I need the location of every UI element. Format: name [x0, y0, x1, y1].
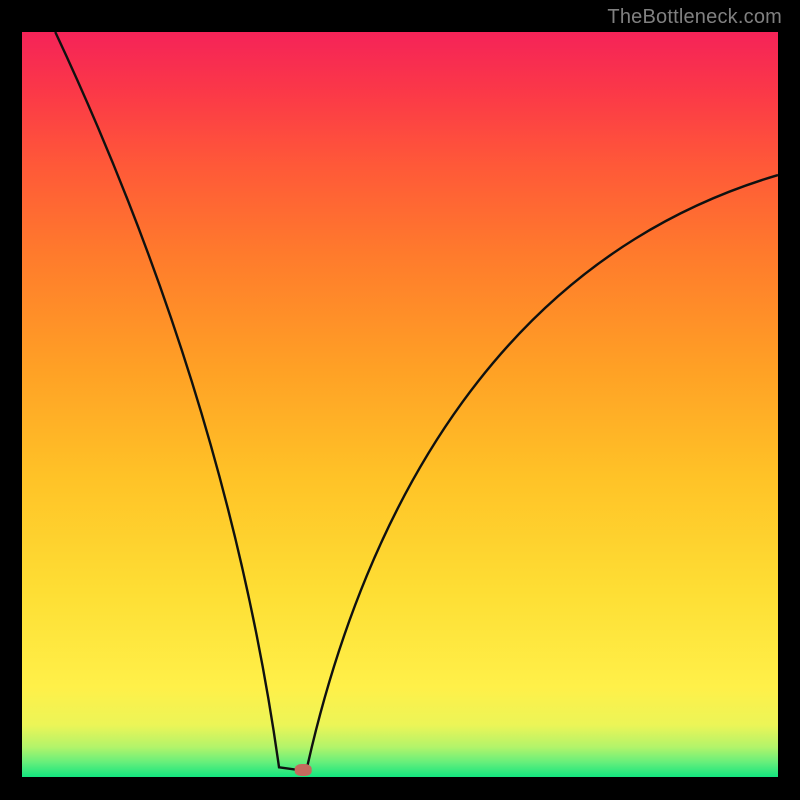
bottleneck-marker: [295, 764, 312, 776]
watermark-label: TheBottleneck.com: [607, 6, 782, 29]
bottleneck-curve: [22, 32, 778, 777]
plot-area: [22, 32, 778, 777]
curve-path: [55, 32, 778, 771]
chart-root: TheBottleneck.com: [0, 0, 800, 800]
